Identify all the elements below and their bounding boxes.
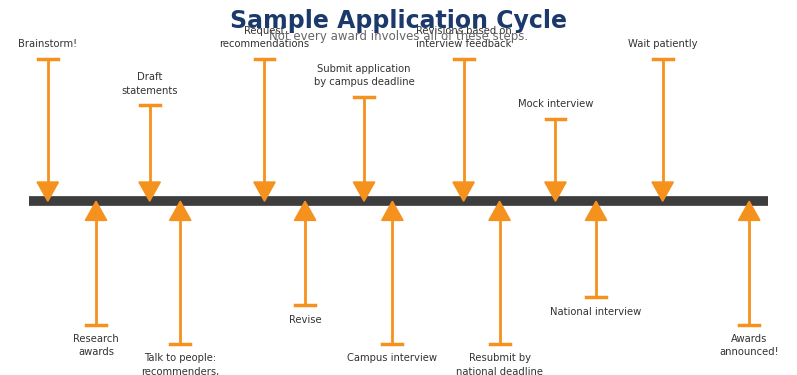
Text: Draft
statements: Draft statements — [121, 72, 178, 96]
Polygon shape — [294, 201, 316, 220]
Text: Submit application
by campus deadline: Submit application by campus deadline — [314, 64, 414, 87]
Polygon shape — [353, 182, 375, 201]
Polygon shape — [382, 201, 403, 220]
Polygon shape — [253, 182, 275, 201]
Polygon shape — [85, 201, 107, 220]
Text: Research
awards: Research awards — [73, 334, 119, 357]
Text: Revisions based on
interview feedback: Revisions based on interview feedback — [416, 26, 512, 49]
Polygon shape — [37, 182, 58, 201]
Text: Not every award involves all of these steps.: Not every award involves all of these st… — [269, 30, 528, 43]
Polygon shape — [545, 182, 566, 201]
Text: Revise: Revise — [289, 315, 321, 325]
Polygon shape — [585, 201, 607, 220]
Polygon shape — [652, 182, 673, 201]
Text: Request
recommendations: Request recommendations — [219, 26, 309, 49]
Text: Sample Application Cycle: Sample Application Cycle — [230, 9, 567, 33]
Polygon shape — [139, 182, 160, 201]
Text: Wait patiently: Wait patiently — [628, 39, 697, 49]
Polygon shape — [489, 201, 510, 220]
Text: National interview: National interview — [551, 307, 642, 317]
Text: Talk to people:
recommenders,
mentors, alumni: Talk to people: recommenders, mentors, a… — [139, 353, 222, 375]
Polygon shape — [453, 182, 474, 201]
Text: Brainstorm!: Brainstorm! — [18, 39, 77, 49]
Polygon shape — [170, 201, 191, 220]
Text: Resubmit by
national deadline: Resubmit by national deadline — [456, 353, 543, 375]
Polygon shape — [739, 201, 760, 220]
Text: Campus interview: Campus interview — [347, 353, 438, 363]
Text: Mock interview: Mock interview — [518, 99, 593, 109]
Text: Awards
announced!: Awards announced! — [720, 334, 779, 357]
